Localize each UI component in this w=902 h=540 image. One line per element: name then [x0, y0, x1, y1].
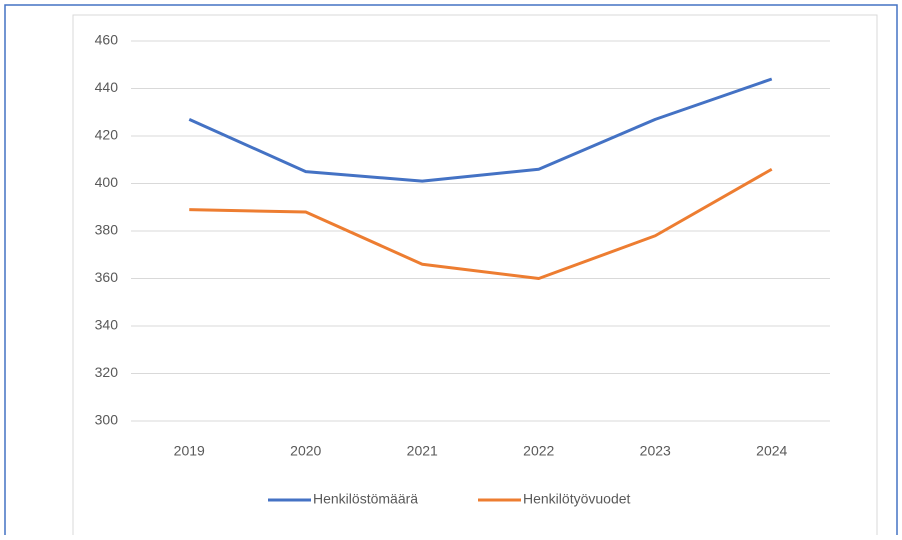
legend-label: Henkilötyövuodet [523, 491, 631, 507]
chart-panel [72, 14, 878, 540]
y-tick-label: 300 [95, 412, 119, 428]
x-tick-label: 2021 [407, 443, 438, 459]
x-tick-label: 2020 [290, 443, 321, 459]
x-tick-label: 2023 [640, 443, 671, 459]
y-tick-label: 400 [95, 174, 119, 190]
x-tick-label: 2022 [523, 443, 554, 459]
y-tick-label: 340 [95, 317, 119, 333]
x-tick-label: 2019 [174, 443, 205, 459]
legend-label: Henkilöstömäärä [313, 491, 418, 507]
y-tick-label: 360 [95, 269, 119, 285]
frame [4, 4, 898, 540]
y-tick-label: 440 [95, 79, 119, 95]
y-tick-label: 460 [95, 32, 119, 48]
y-tick-label: 320 [95, 364, 119, 380]
y-tick-label: 380 [95, 222, 119, 238]
data-line [189, 167, 773, 280]
y-tick-label: 420 [95, 127, 119, 143]
x-tick-label: 2024 [756, 443, 787, 459]
data-line [188, 77, 773, 183]
